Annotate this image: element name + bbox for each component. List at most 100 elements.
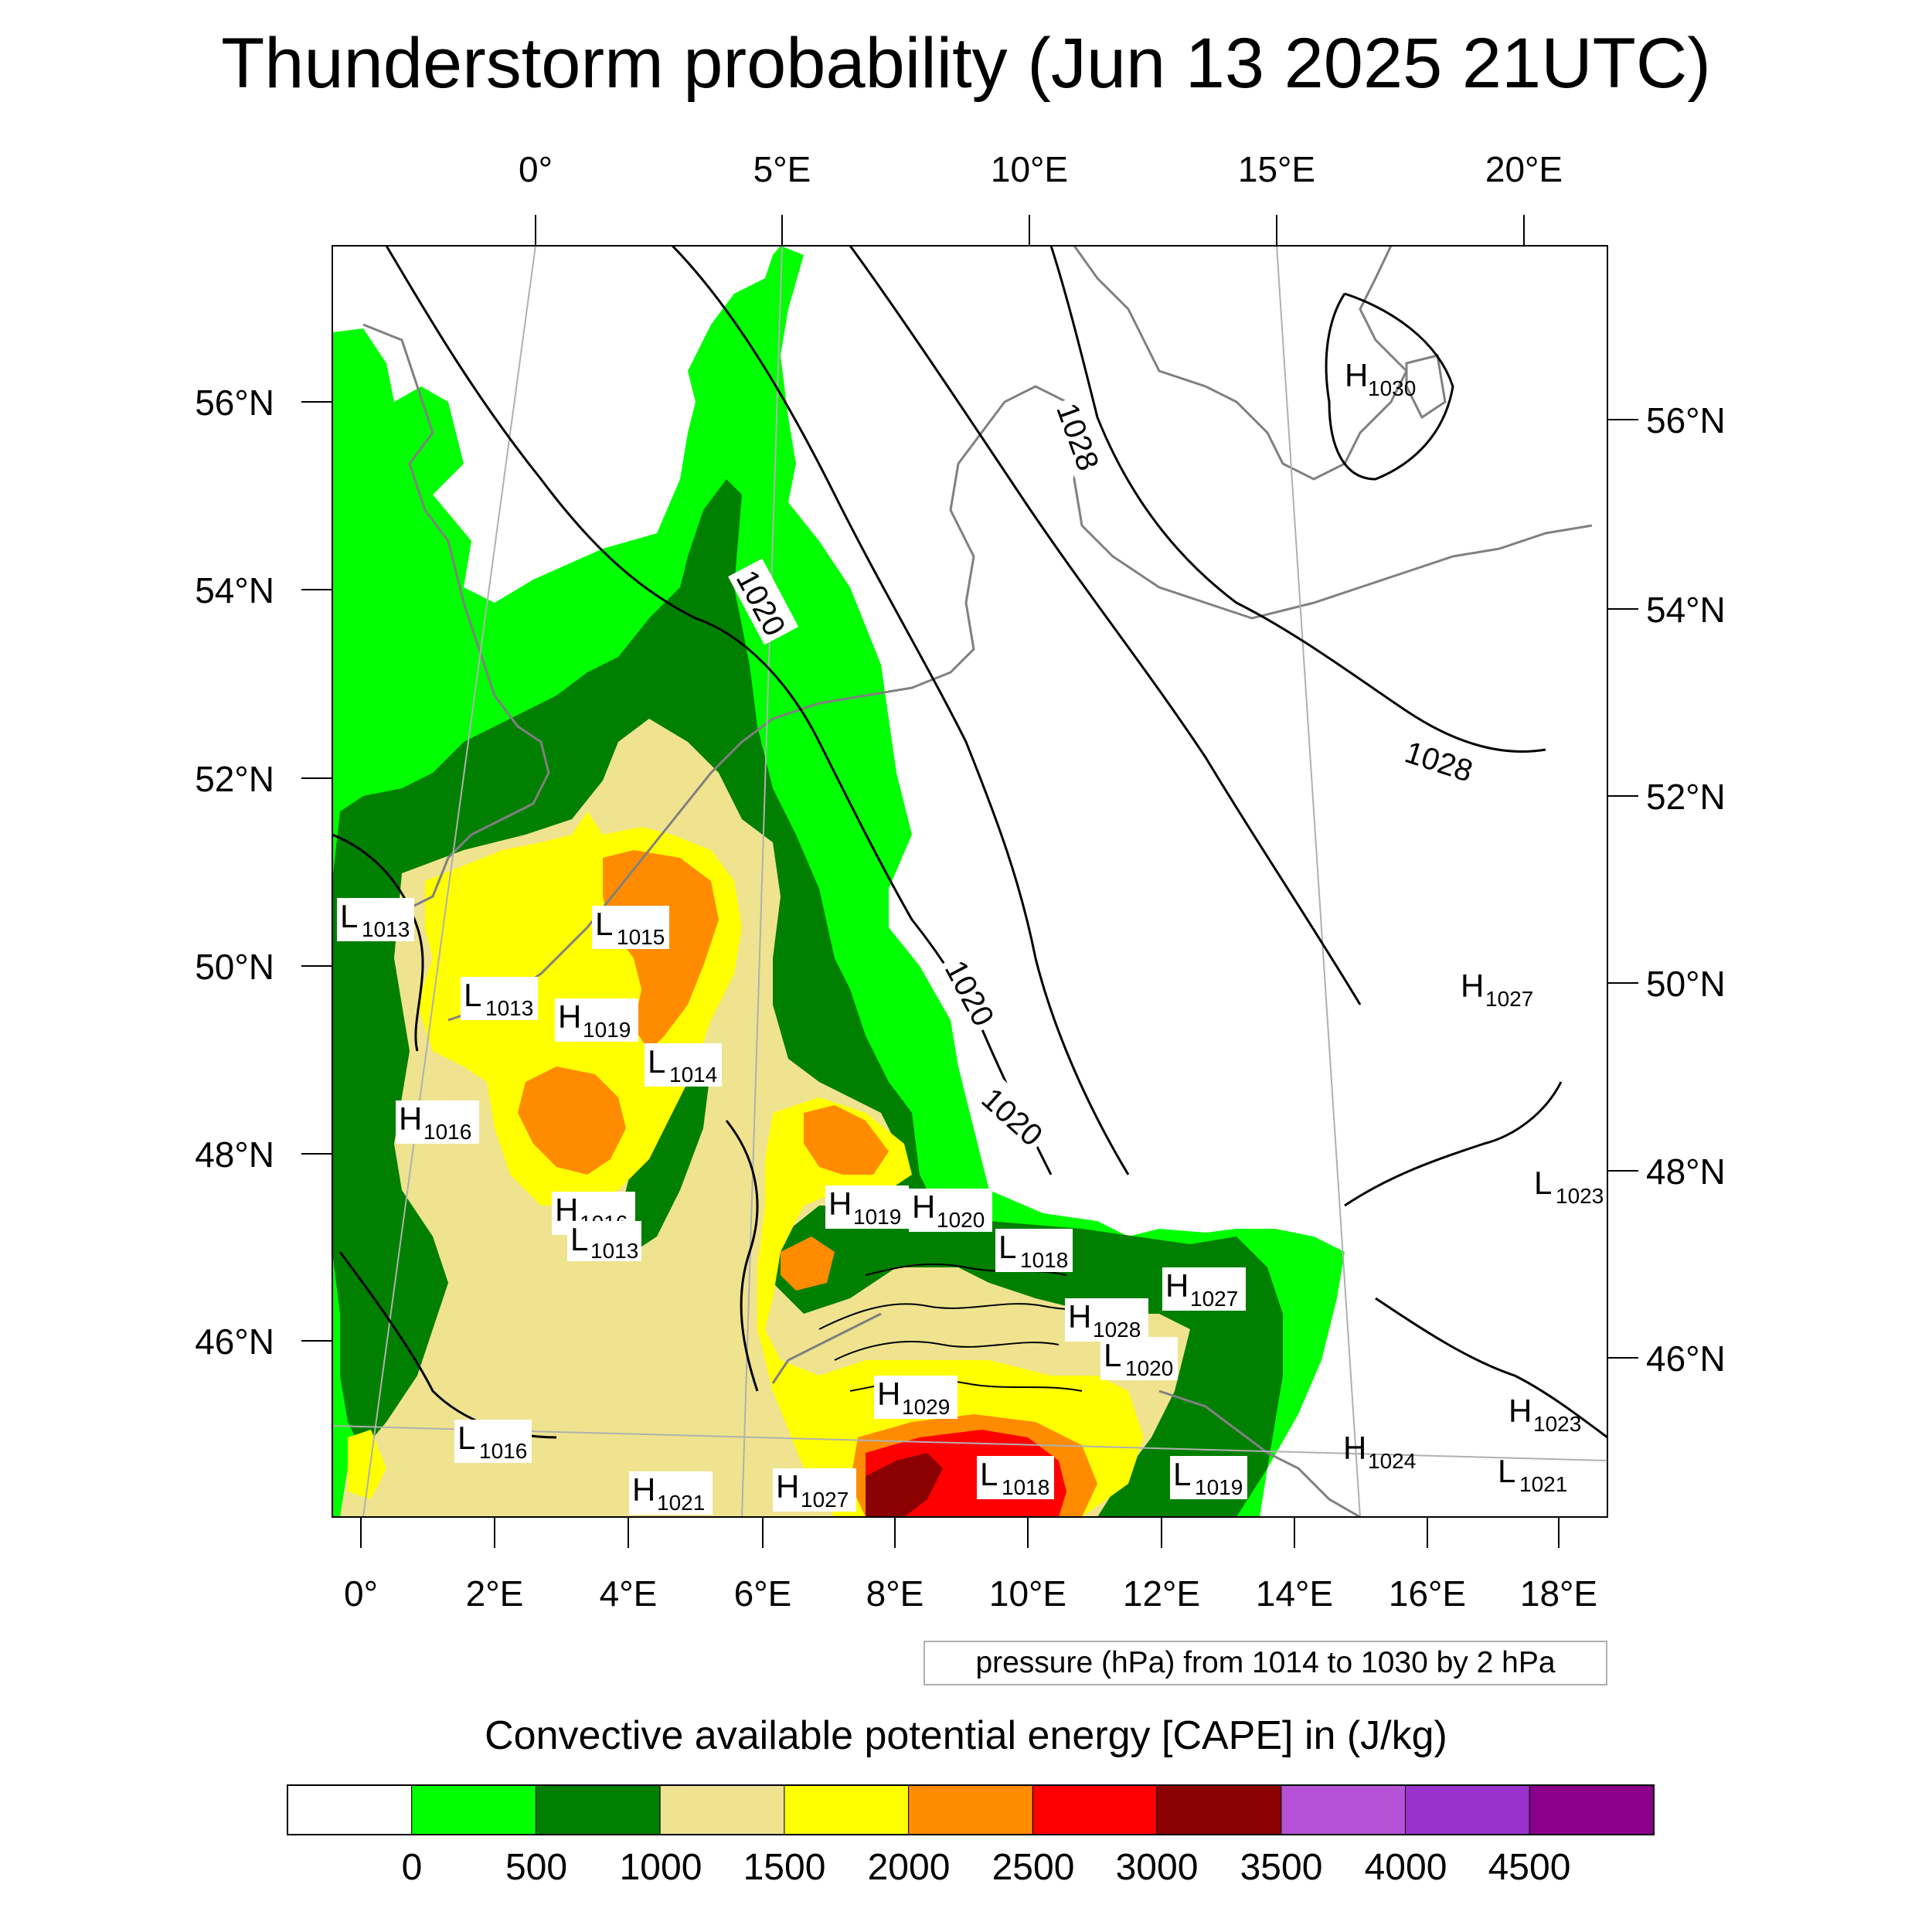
top-lon-label-20e: 20°E [1485,149,1563,189]
svg-text:H: H [558,998,581,1035]
svg-text:1023: 1023 [1533,1412,1581,1436]
cape-region-2000-2500-b [518,1066,626,1175]
colorbar-box-10 [1529,1784,1655,1835]
pressure-center-h1020: H 1020 [909,1189,992,1232]
pressure-center-l1018-a: L 1018 [995,1229,1073,1272]
pressure-center-l1013-a: L 1013 [337,898,414,941]
left-lat-label-48n: 48°N [195,1134,274,1175]
colorbar-box-2 [535,1784,661,1835]
bottom-lon-label-18e: 18°E [1520,1573,1597,1614]
pressure-center-h1024: H 1024 [1343,1430,1416,1473]
cape-region-1500-2000-b [757,1097,1144,1517]
svg-text:1027: 1027 [1485,987,1533,1011]
bottom-lon-label-2e: 2°E [466,1573,524,1614]
right-lat-label-56n: 56°N [1646,400,1726,440]
svg-text:L: L [457,1420,475,1456]
pressure-center-h1021: H 1021 [629,1471,713,1515]
pressure-center-h1016-a: H 1016 [396,1100,479,1144]
colorbar-title: Convective available potential energy [C… [485,1713,1447,1758]
svg-text:L: L [340,898,358,934]
svg-text:1018: 1018 [1020,1248,1068,1272]
svg-text:L: L [998,1229,1016,1265]
svg-text:1027: 1027 [1190,1287,1238,1311]
colorbar-label-2000: 2000 [868,1847,951,1888]
bottom-lon-label-12e: 12°E [1123,1573,1200,1614]
colorbar-label-500: 500 [505,1847,567,1888]
colorbar-box-4 [784,1784,910,1835]
svg-text:1021: 1021 [657,1491,705,1515]
pressure-center-l1015: L 1015 [592,906,669,949]
svg-text:1020: 1020 [1125,1356,1173,1380]
pressure-center-h1027-a: H 1027 [1461,968,1533,1011]
svg-text:L: L [1173,1456,1191,1492]
colorbar: 0 500 1000 1500 2000 2500 3000 3500 4000… [287,1784,1655,1888]
svg-text:L: L [1498,1453,1515,1489]
colorbar-frame [287,1784,1655,1835]
svg-text:1030: 1030 [1368,376,1416,400]
pressure-centers: H 1030 L 1013 L 1015 L 1013 H 1019 L 101… [337,357,1604,1515]
svg-text:1020: 1020 [937,1208,985,1232]
colorbar-boxes [287,1784,1655,1835]
top-lon-label-15e: 15°E [1238,149,1315,189]
svg-text:L: L [1534,1165,1552,1201]
svg-text:H: H [1165,1267,1189,1304]
coastline-scandinavia [1073,246,1408,481]
coastline-adriatic [1158,1389,1361,1517]
cape-region-1500-2000-c [348,1430,386,1499]
colorbar-label-2500: 2500 [992,1847,1075,1888]
colorbar-label-1500: 1500 [743,1847,826,1888]
svg-text:1013: 1013 [485,996,533,1020]
top-ticks [535,215,1525,246]
svg-text:L: L [648,1043,665,1080]
svg-text:1024: 1024 [1368,1449,1416,1473]
pressure-center-h1030: H 1030 [1345,357,1416,400]
colorbar-label-4500: 4500 [1488,1847,1571,1888]
left-lat-label-50n: 50°N [195,947,274,987]
coastline-continent [447,385,1593,1022]
isobar-1030 [1325,292,1454,481]
svg-text:1015: 1015 [617,925,665,949]
svg-text:1014: 1014 [669,1063,717,1087]
left-lat-label-46n: 46°N [195,1321,274,1362]
map-frame [332,245,1608,1518]
map-title: Thunderstorm probability (Jun 13 2025 21… [221,24,1711,103]
right-lat-label-54n: 54°N [1646,590,1726,630]
svg-text:1029: 1029 [902,1395,950,1419]
colorbar-box-9 [1405,1784,1530,1835]
bottom-lon-label-8e: 8°E [866,1573,924,1614]
top-lon-label-10e: 10°E [991,149,1068,189]
pressure-center-h1029: H 1029 [874,1376,957,1419]
svg-text:H: H [399,1100,422,1137]
isobar-east-1 [1375,1297,1607,1439]
pressure-center-l1014: L 1014 [645,1043,722,1087]
svg-text:H: H [828,1185,852,1222]
pressure-center-h1019-a: H 1019 [555,998,638,1042]
bottom-ticks [360,1517,1560,1548]
pressure-center-h1028: H 1028 [1065,1298,1148,1342]
left-lat-label-52n: 52°N [195,759,274,799]
svg-text:H: H [632,1471,655,1508]
svg-text:L: L [570,1221,588,1257]
pressure-center-l1018-b: L 1018 [977,1456,1054,1499]
svg-text:1023: 1023 [1556,1184,1604,1208]
cape-region-2000-2500-d [781,1236,835,1291]
top-lon-label-0: 0° [519,149,553,189]
bottom-lon-label-4e: 4°E [600,1573,658,1614]
svg-text:1019: 1019 [1195,1475,1243,1499]
pressure-center-h1023: H 1023 [1509,1393,1581,1436]
bottom-lon-label-10e: 10°E [989,1573,1066,1614]
bottom-lon-label-6e: 6°E [734,1573,792,1614]
svg-text:1018: 1018 [1002,1475,1049,1499]
right-lat-label-52n: 52°N [1646,777,1726,817]
pressure-center-h1027-b: H 1027 [1162,1267,1246,1311]
svg-text:L: L [980,1456,998,1492]
colorbar-box-5 [908,1784,1033,1835]
left-ticks [301,401,332,1342]
colorbar-label-4000: 4000 [1365,1847,1447,1888]
isobar-1028 [1049,246,1546,753]
colorbar-box-3 [659,1784,785,1835]
coastline-ligurian [771,1312,882,1384]
top-lon-label-5e: 5°E [753,149,811,189]
bottom-lon-label-0: 0° [344,1573,378,1614]
